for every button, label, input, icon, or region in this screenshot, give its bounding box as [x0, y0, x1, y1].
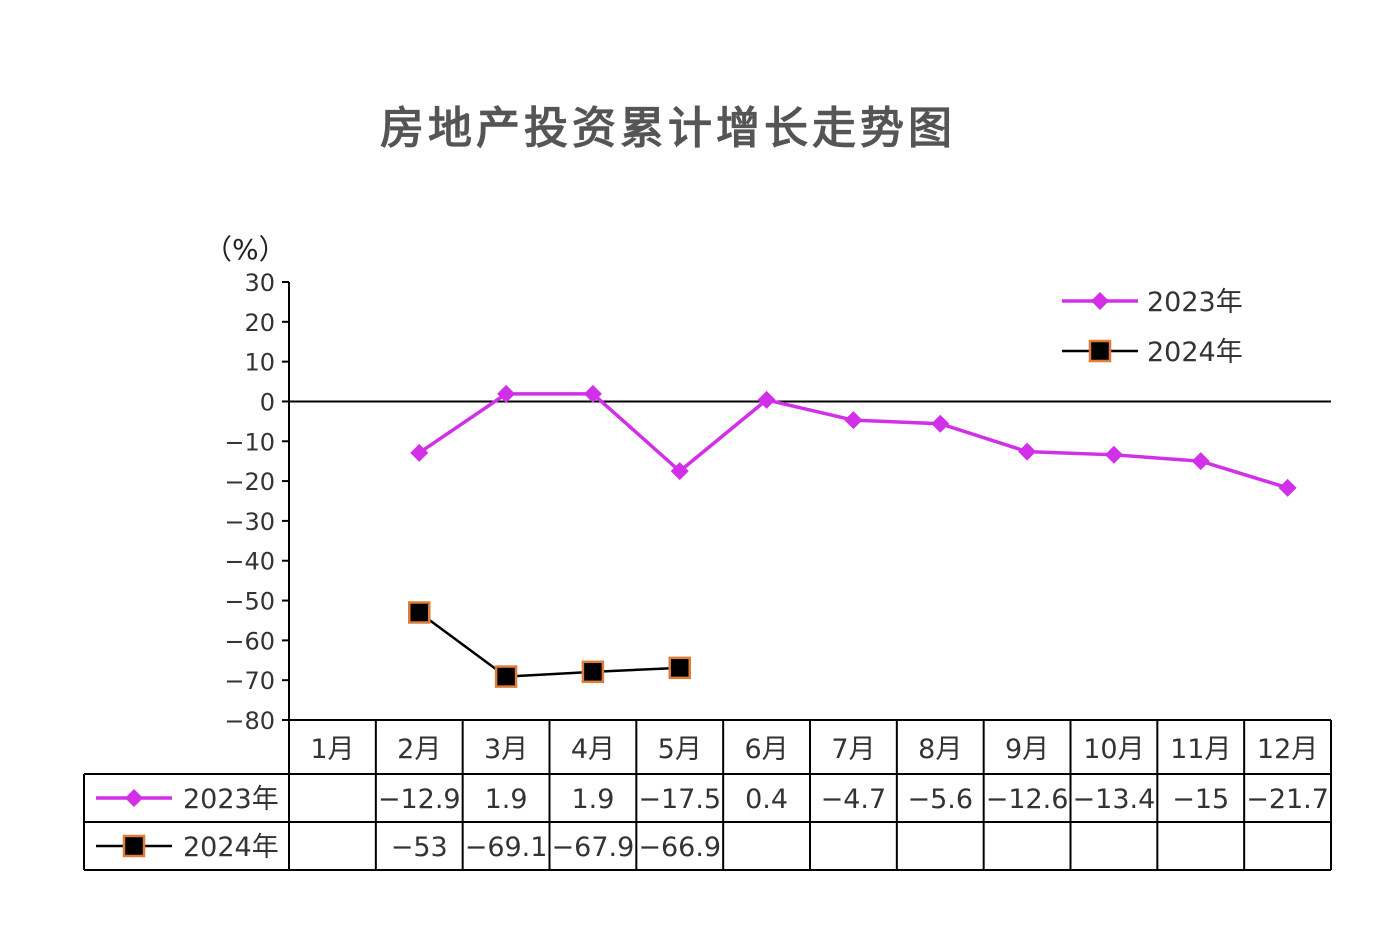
table-value-cell: −67.9 — [552, 832, 635, 863]
table-value-cell: 1.9 — [485, 784, 528, 815]
series-line-1 — [418, 611, 680, 678]
data-point-marker — [844, 411, 863, 430]
table-value-cell: −53 — [391, 832, 448, 863]
x-category-label: 3月 — [484, 734, 528, 765]
table-value-cell: −12.6 — [986, 784, 1069, 815]
table-value-cell: −69.1 — [465, 832, 548, 863]
x-category-label: 2月 — [397, 734, 441, 765]
table-series-name: 2024年 — [183, 832, 279, 863]
x-category-label: 4月 — [571, 734, 615, 765]
x-category-label: 6月 — [744, 734, 788, 765]
table-value-cell: −21.7 — [1246, 784, 1329, 815]
table-value-cell: 1.9 — [571, 784, 614, 815]
series-line-0 — [418, 392, 1289, 490]
data-point-marker — [670, 462, 689, 481]
y-tick-label: −10 — [224, 428, 275, 456]
data-point-marker — [1278, 478, 1297, 497]
table-value-cell: 0.4 — [745, 784, 788, 815]
data-point-marker — [583, 384, 602, 403]
table-value-cell: −5.6 — [907, 784, 973, 815]
data-point-marker — [494, 665, 518, 688]
legend-marker — [1088, 339, 1112, 363]
y-tick-label: −60 — [224, 627, 275, 655]
table-value-cell: −13.4 — [1073, 784, 1156, 815]
x-category-label: 5月 — [658, 734, 702, 765]
data-point-marker — [1191, 452, 1210, 471]
table-legend-marker — [125, 789, 143, 807]
x-category-label: 11月 — [1170, 734, 1231, 765]
table-series-name: 2023年 — [183, 784, 279, 815]
data-point-marker — [408, 601, 431, 624]
table-value-cell: −15 — [1172, 784, 1229, 815]
x-category-label: 8月 — [918, 734, 962, 765]
chart-title: 房地产投资累计增长走势图 — [380, 103, 956, 154]
data-point-marker — [1018, 442, 1037, 461]
y-tick-label: 30 — [244, 269, 275, 297]
data-point-marker — [668, 656, 691, 680]
table-legend-marker — [122, 834, 146, 858]
x-category-label: 10月 — [1083, 734, 1144, 765]
table-value-cell: −12.9 — [378, 784, 461, 815]
data-point-marker — [497, 384, 516, 403]
legend-label: 2024年 — [1147, 337, 1243, 368]
data-point-marker — [1104, 445, 1123, 464]
table-value-cell: −66.9 — [638, 832, 721, 863]
x-category-label: 1月 — [310, 734, 354, 765]
x-category-label: 12月 — [1257, 734, 1318, 765]
legend-label: 2023年 — [1147, 287, 1243, 318]
y-tick-label: 10 — [244, 349, 275, 377]
data-point-marker — [410, 443, 429, 462]
y-tick-label: −70 — [224, 667, 275, 695]
legend-marker — [1091, 292, 1109, 310]
data-point-marker — [757, 390, 776, 409]
y-tick-label: −30 — [224, 508, 275, 536]
x-category-label: 9月 — [1005, 734, 1049, 765]
table-value-cell: −17.5 — [638, 784, 721, 815]
data-point-marker — [581, 660, 605, 684]
y-tick-label: −20 — [224, 468, 275, 496]
y-tick-label: −50 — [224, 588, 275, 616]
table-value-cell: −4.7 — [821, 784, 887, 815]
x-category-label: 7月 — [831, 734, 875, 765]
y-tick-label: −40 — [224, 548, 275, 576]
y-tick-label: −80 — [224, 707, 275, 735]
data-point-marker — [931, 414, 950, 433]
y-tick-label: 0 — [260, 388, 275, 416]
y-axis-unit-label: （%） — [204, 233, 287, 266]
y-tick-label: 20 — [244, 309, 275, 337]
